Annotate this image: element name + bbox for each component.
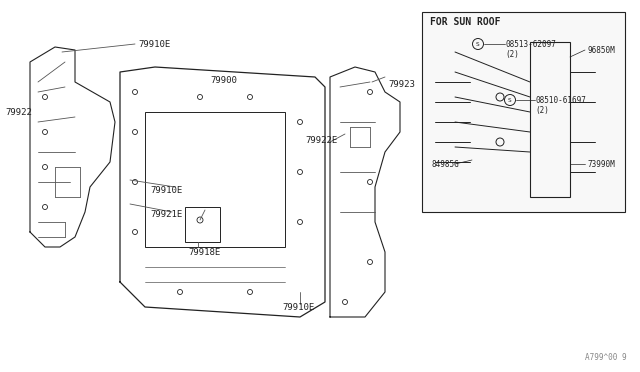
Text: 79918E: 79918E (188, 247, 220, 257)
Text: 79910E: 79910E (138, 39, 170, 48)
Text: S: S (476, 42, 480, 46)
Text: 79921E: 79921E (150, 209, 182, 218)
Text: 96850M: 96850M (587, 45, 615, 55)
Text: 08513-62097: 08513-62097 (505, 39, 556, 48)
Text: 79910E: 79910E (282, 302, 314, 311)
Text: 79910E: 79910E (150, 186, 182, 195)
Text: 79900: 79900 (210, 76, 237, 84)
Text: (2): (2) (505, 49, 519, 58)
Polygon shape (422, 12, 625, 212)
Text: 73990M: 73990M (587, 160, 615, 169)
Text: 08510-61697: 08510-61697 (535, 96, 586, 105)
Text: 79922E: 79922E (305, 135, 337, 144)
Text: (2): (2) (535, 106, 549, 115)
Text: 79923: 79923 (388, 80, 415, 89)
Text: S: S (508, 97, 512, 103)
Text: FOR SUN ROOF: FOR SUN ROOF (430, 17, 500, 27)
Text: A799^00 9: A799^00 9 (585, 353, 627, 362)
Text: 79922: 79922 (5, 108, 32, 116)
Text: 84985G: 84985G (432, 160, 460, 169)
